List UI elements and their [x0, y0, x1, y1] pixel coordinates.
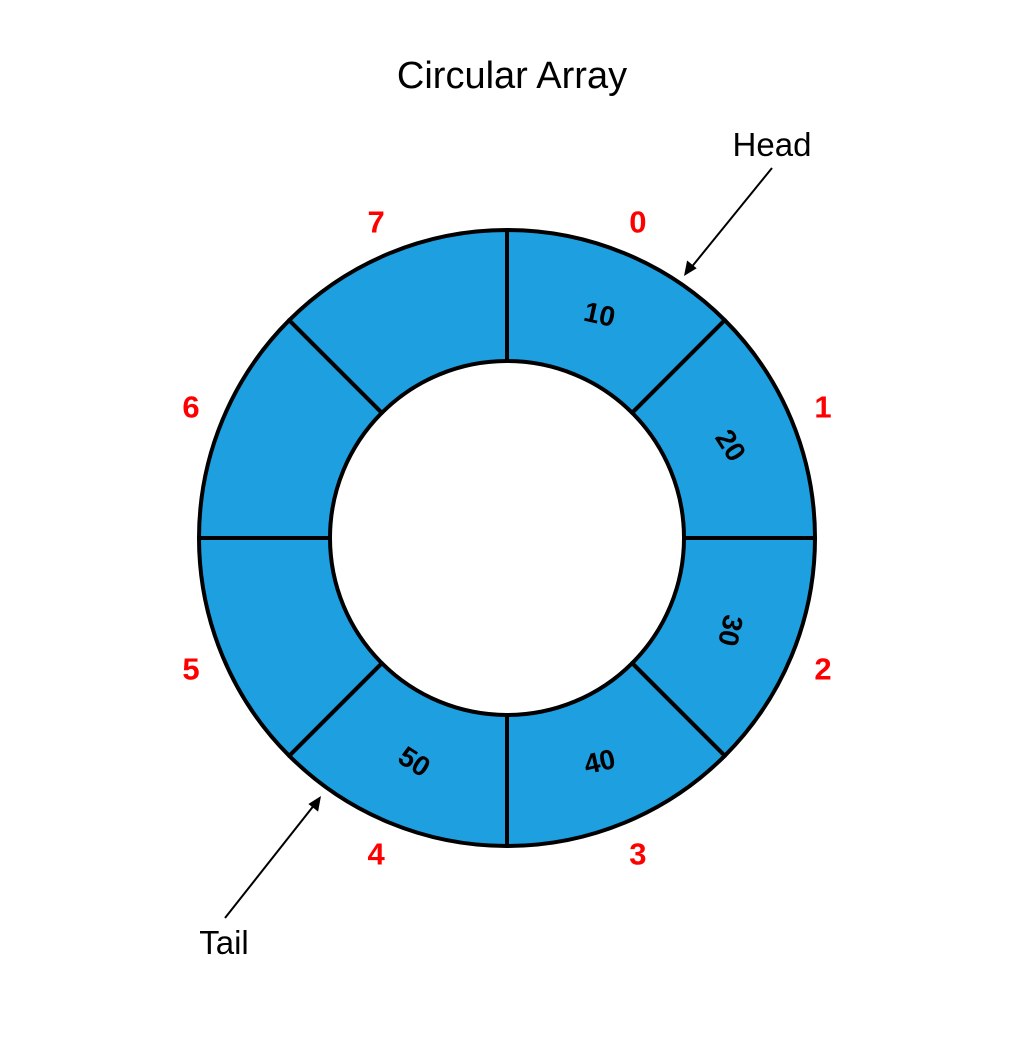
cell-indices: 0 1 2 3 4 5 6 7	[182, 205, 831, 872]
head-label: Head	[733, 126, 812, 163]
cell-value-0: 10	[581, 296, 618, 333]
cell-index-5: 5	[182, 651, 199, 686]
cell-index-1: 1	[814, 390, 831, 425]
tail-pointer: Tail	[199, 796, 321, 961]
head-arrowhead	[684, 260, 697, 276]
ring	[197, 228, 817, 848]
head-pointer: Head	[684, 126, 811, 276]
cell-value-2: 30	[712, 612, 749, 649]
cell-index-7: 7	[367, 205, 384, 240]
cell-index-0: 0	[629, 205, 646, 240]
head-arrow	[689, 167, 773, 270]
ring-segment-7	[287, 228, 509, 415]
cell-index-2: 2	[814, 651, 831, 686]
cell-index-6: 6	[182, 390, 199, 425]
cell-index-4: 4	[367, 836, 385, 871]
tail-arrowhead	[308, 796, 321, 812]
tail-label: Tail	[199, 924, 249, 961]
tail-arrow	[224, 803, 316, 919]
cell-index-3: 3	[629, 836, 646, 871]
cell-value-3: 40	[581, 743, 618, 780]
diagram-title: Circular Array	[397, 55, 627, 97]
